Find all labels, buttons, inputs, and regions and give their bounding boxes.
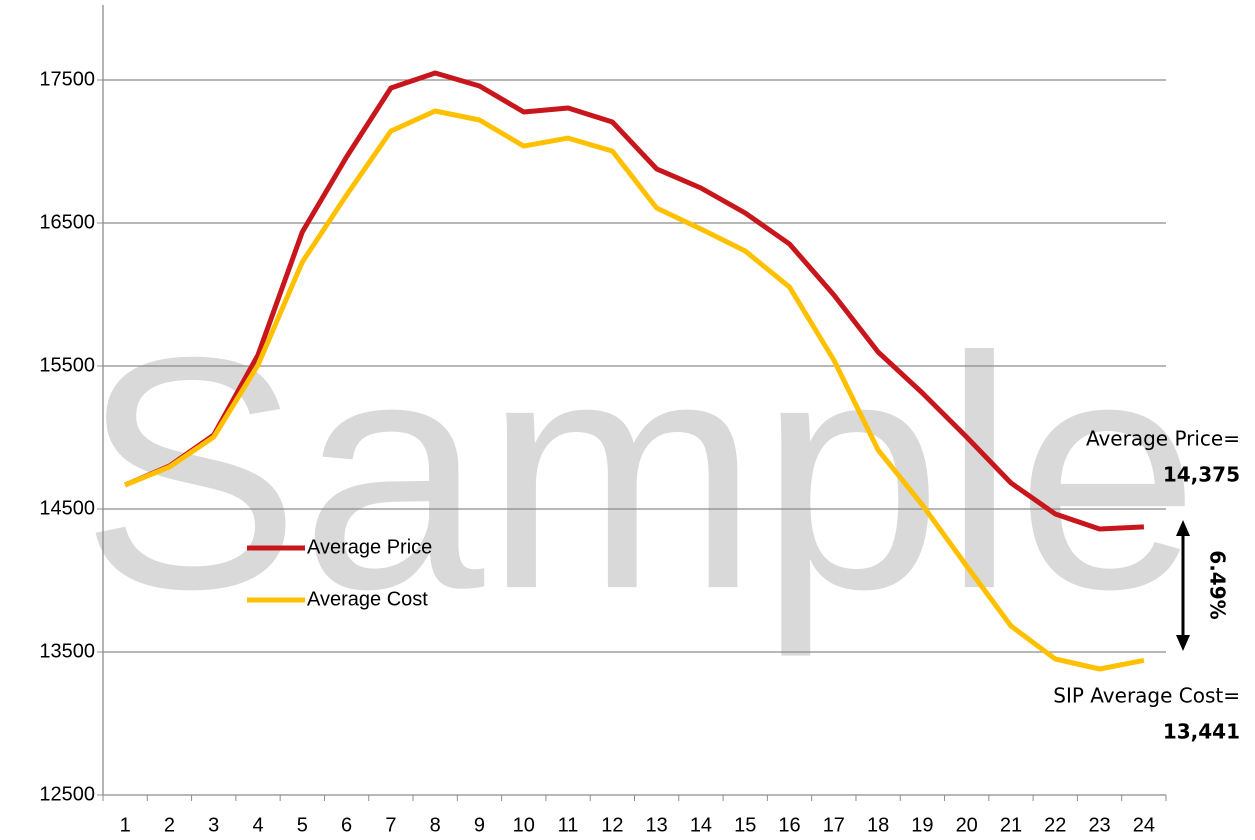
legend-label: Average Price [307, 536, 432, 558]
x-tick-label: 13 [646, 814, 668, 836]
x-tick-label: 16 [778, 814, 800, 836]
series-line [124, 70, 1145, 532]
y-tick-label: 17500 [39, 68, 95, 90]
x-tick-label: 8 [430, 814, 441, 836]
x-tick-label: 2 [164, 814, 175, 836]
y-tick-label: 13500 [39, 640, 95, 662]
x-tick-label: 21 [1000, 814, 1022, 836]
x-tick-label: 20 [956, 814, 978, 836]
y-tick-label: 14500 [39, 497, 95, 519]
price-annotation-label: Average Price= [1086, 427, 1240, 451]
arrow-head [1176, 635, 1190, 651]
x-tick-label: 3 [208, 814, 219, 836]
series-line [124, 108, 1145, 672]
difference-label: 6.49% [1206, 550, 1230, 619]
x-tick-label: 14 [690, 814, 712, 836]
x-tick-label: 5 [297, 814, 308, 836]
x-tick-label: 4 [252, 814, 263, 836]
x-tick-label: 23 [1088, 814, 1110, 836]
watermark: Sample [81, 288, 1200, 659]
cost-annotation-label: SIP Average Cost= [1053, 684, 1240, 708]
price-annotation-value: 14,375 [1163, 463, 1240, 487]
x-tick-label: 17 [823, 814, 845, 836]
x-tick-label: 7 [385, 814, 396, 836]
y-tick-label: 12500 [39, 783, 95, 805]
y-tick-label: 15500 [39, 354, 95, 376]
x-tick-label: 6 [341, 814, 352, 836]
x-tick-label: 15 [734, 814, 756, 836]
x-tick-label: 19 [911, 814, 933, 836]
x-tick-label: 9 [474, 814, 485, 836]
y-tick-label: 16500 [39, 211, 95, 233]
cost-annotation-value: 13,441 [1163, 720, 1240, 744]
x-tick-label: 10 [513, 814, 535, 836]
x-tick-label: 18 [867, 814, 889, 836]
legend-label: Average Cost [307, 588, 428, 610]
x-tick-label: 12 [601, 814, 623, 836]
x-tick-label: 22 [1044, 814, 1066, 836]
x-tick-label: 24 [1133, 814, 1155, 836]
x-tick-label: 1 [120, 814, 131, 836]
x-tick-label: 11 [558, 814, 579, 836]
arrow-head [1176, 520, 1190, 536]
